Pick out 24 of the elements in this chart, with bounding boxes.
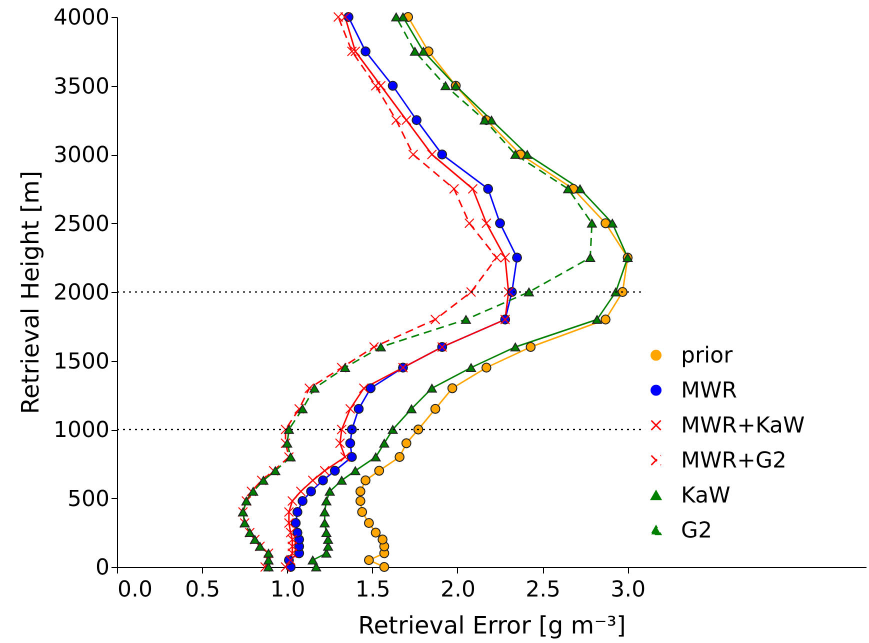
y-axis-title: Retrieval Height [m] — [16, 170, 45, 414]
x-axis-title: Retrieval Error [g m⁻³] — [358, 612, 626, 640]
legend-label: G2 — [681, 518, 712, 544]
y-tick-label: 1000 — [54, 418, 110, 443]
y-tick-label: 3500 — [54, 74, 110, 100]
x-tick-label: 1.5 — [355, 578, 390, 602]
y-tick-label: 1500 — [54, 349, 110, 374]
y-tick-label: 0 — [96, 556, 110, 580]
x-tick-label: 0.5 — [185, 578, 220, 602]
x-tick-label: 2.0 — [440, 578, 476, 602]
x-tick-label: 0.0 — [118, 578, 152, 602]
y-tick-label: 2500 — [54, 212, 110, 237]
legend-label: MWR+G2 — [681, 448, 787, 474]
legend-label: MWR+KaW — [681, 413, 806, 438]
legend-label: MWR — [681, 378, 738, 404]
y-tick-label: 4000 — [54, 6, 110, 30]
x-tick-label: 2.5 — [526, 578, 561, 602]
y-tick-label: 3000 — [54, 143, 110, 168]
y-tick-label: 2000 — [54, 280, 110, 306]
y-tick-label: 500 — [68, 486, 110, 512]
legend-label: prior — [681, 343, 734, 368]
x-tick-label: 1.0 — [270, 578, 306, 602]
x-tick-label: 3.0 — [610, 578, 646, 602]
legend-label: KaW — [681, 483, 731, 508]
